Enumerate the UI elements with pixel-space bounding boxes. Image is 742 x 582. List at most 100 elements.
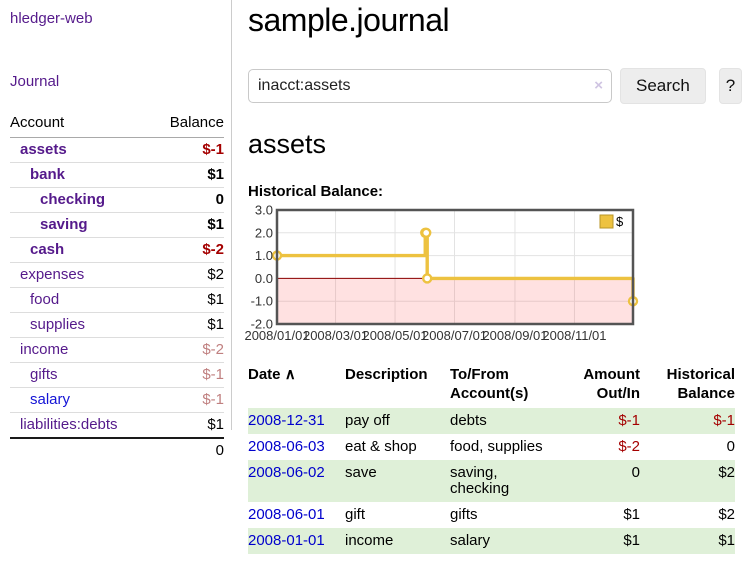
register-row: 2008-01-01 income salary $1 $1 — [248, 528, 735, 554]
transaction-date-link[interactable]: 2008-06-01 — [248, 506, 325, 523]
register-row: 2008-06-01 gift gifts $1 $2 — [248, 502, 735, 528]
accounts-table: Account Balance assets $-1 bank $1 checking 0… — [10, 111, 224, 463]
account-balance: $-1 — [152, 387, 224, 413]
register-table: Date ∧ Description To/From Account(s) Am… — [248, 362, 735, 554]
transaction-date-link[interactable]: 2008-01-01 — [248, 532, 325, 549]
sidebar: hledger-web Journal Account Balance asse… — [0, 0, 232, 463]
search-button[interactable]: Search — [620, 68, 706, 104]
register-header-date[interactable]: Date ∧ — [248, 366, 296, 383]
svg-text:2008/03/01: 2008/03/01 — [303, 328, 368, 343]
account-balance: $-1 — [152, 362, 224, 388]
account-balance: $1 — [152, 287, 224, 313]
transaction-date-link[interactable]: 2008-06-02 — [248, 464, 325, 481]
accounts-header-balance: Balance — [152, 111, 224, 138]
chart-title: Historical Balance: — [248, 183, 384, 200]
svg-text:0.0: 0.0 — [255, 271, 273, 286]
account-row: bank $1 — [10, 162, 224, 188]
register-description-cell: gift — [345, 506, 366, 523]
account-row: checking 0 — [10, 187, 224, 213]
help-button[interactable]: ? — [718, 68, 742, 104]
account-row: food $1 — [10, 287, 224, 313]
register-header-accounts: To/From Account(s) — [450, 366, 529, 402]
register-header-amount: Amount Out/In — [583, 366, 640, 402]
transaction-date-link[interactable]: 2008-06-03 — [248, 438, 325, 455]
main-content: sample.journal × Search ? assets Histori… — [244, 0, 742, 554]
account-link-bank[interactable]: bank — [30, 166, 66, 183]
account-row: salary $-1 — [10, 387, 224, 413]
register-balance-cell: $2 — [640, 460, 735, 502]
svg-text:-1.0: -1.0 — [251, 294, 273, 309]
register-balance-cell: $2 — [718, 506, 735, 523]
page-title: sample.journal — [248, 2, 450, 38]
account-row: supplies $1 — [10, 312, 224, 338]
svg-text:2.0: 2.0 — [255, 225, 273, 240]
account-link-income[interactable]: income — [20, 341, 69, 358]
svg-text:2008/07/01: 2008/07/01 — [422, 328, 487, 343]
account-balance: $-2 — [152, 237, 224, 263]
account-link-gifts[interactable]: gifts — [30, 366, 58, 383]
historical-balance-chart: 3.0 2.0 1.0 0.0 -1.0 -2.02008/01/012008/03/01… — [244, 203, 639, 343]
register-accounts-cell: gifts — [450, 506, 478, 523]
register-date-cell: 2008-01-01 — [248, 528, 345, 554]
register-amount-cell: $1 — [623, 506, 640, 523]
account-balance: 0 — [152, 187, 224, 213]
account-link-assets[interactable]: assets — [20, 141, 67, 158]
transaction-date-link[interactable]: 2008-12-31 — [248, 412, 325, 429]
account-balance: $1 — [152, 312, 224, 338]
register-date-cell: 2008-06-02 — [248, 460, 345, 502]
account-link-expenses[interactable]: expenses — [20, 266, 85, 283]
search-bar: × Search ? — [248, 68, 742, 104]
svg-text:-2.0: -2.0 — [251, 317, 273, 332]
clear-search-icon[interactable]: × — [594, 77, 603, 94]
register-row: 2008-12-31 pay off debts $-1 $-1 — [248, 408, 735, 434]
svg-text:2008/11/01: 2008/11/01 — [542, 328, 606, 343]
account-balance: $-2 — [152, 337, 224, 363]
account-balance: $1 — [152, 212, 224, 238]
accounts-total-balance: 0 — [152, 437, 224, 463]
account-row: cash $-2 — [10, 237, 224, 263]
register-balance-cell: 0 — [726, 438, 735, 455]
account-link-saving[interactable]: saving — [40, 216, 88, 233]
register-balance-cell: $-1 — [640, 408, 735, 434]
account-link-salary[interactable]: salary — [30, 391, 71, 408]
account-link-food[interactable]: food — [30, 291, 60, 308]
account-balance: $1 — [152, 412, 224, 438]
chart-legend-label: $ — [616, 214, 624, 229]
account-row: gifts $-1 — [10, 362, 224, 388]
app-brand-link[interactable]: hledger-web — [10, 10, 93, 27]
register-row: 2008-06-03 eat & shop food, supplies $-2 0 — [248, 434, 735, 460]
register-date-cell: 2008-12-31 — [248, 408, 345, 434]
register-description-cell: save — [345, 460, 450, 502]
account-row: income $-2 — [10, 337, 224, 363]
account-row: assets $-1 — [10, 138, 224, 163]
register-accounts-cell: debts — [450, 408, 562, 434]
register-date-cell: 2008-06-03 — [248, 434, 345, 460]
register-amount-cell: $-2 — [618, 438, 640, 455]
account-balance: $1 — [152, 162, 224, 188]
sort-ascending-icon: ∧ — [284, 366, 296, 383]
register-header-balance: Historical Balance — [666, 366, 735, 402]
register-header-description: Description — [345, 366, 428, 383]
account-link-cash[interactable]: cash — [30, 241, 65, 258]
account-row: liabilities:debts $1 — [10, 412, 224, 438]
account-row: saving $1 — [10, 212, 224, 238]
account-row: expenses $2 — [10, 262, 224, 288]
register-description-cell: pay off — [345, 408, 450, 434]
register-accounts-cell: saving, checking — [450, 460, 562, 502]
register-table-body: 2008-12-31 pay off debts $-1 $-1 2008-06-03 ea… — [248, 408, 735, 554]
account-link-checking[interactable]: checking — [40, 191, 106, 208]
accounts-header-account: Account — [10, 111, 153, 138]
register-description-cell: income — [345, 528, 450, 554]
account-link-liabilities-debts[interactable]: liabilities:debts — [20, 416, 118, 433]
accounts-table-body: assets $-1 bank $1 checking 0 saving $1 cash $-2 e… — [10, 138, 224, 463]
sidebar-item-journal[interactable]: Journal — [10, 73, 60, 90]
register-accounts-cell: salary — [450, 528, 562, 554]
account-balance: $2 — [152, 262, 224, 288]
search-input[interactable] — [248, 69, 612, 103]
account-link-supplies[interactable]: supplies — [30, 316, 86, 333]
svg-text:2008/05/01: 2008/05/01 — [362, 328, 427, 343]
register-amount-cell: 0 — [562, 460, 640, 502]
accounts-total-row: 0 — [10, 437, 224, 463]
account-heading: assets — [248, 129, 327, 159]
account-balance: $-1 — [202, 141, 224, 158]
